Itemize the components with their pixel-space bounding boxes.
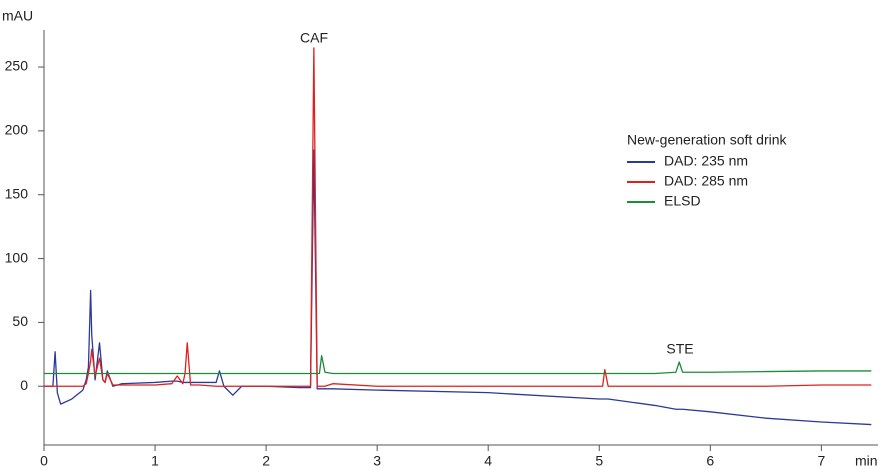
x-tick-label: 3 bbox=[373, 453, 381, 469]
x-tick-label: 2 bbox=[262, 453, 270, 469]
x-tick-label: 6 bbox=[706, 453, 714, 469]
legend-label: DAD: 235 nm bbox=[664, 153, 748, 169]
y-tick-label: 250 bbox=[5, 58, 29, 74]
legend-label: ELSD bbox=[664, 193, 701, 209]
x-axis-label: min bbox=[855, 453, 878, 469]
y-tick-label: 0 bbox=[20, 377, 28, 393]
x-tick-label: 7 bbox=[817, 453, 825, 469]
x-tick-label: 5 bbox=[595, 453, 603, 469]
x-tick-label: 1 bbox=[151, 453, 159, 469]
series-line bbox=[44, 149, 872, 426]
legend-title: New-generation soft drink bbox=[627, 132, 788, 148]
x-tick-label: 4 bbox=[484, 453, 492, 469]
y-tick-label: 200 bbox=[5, 122, 29, 138]
y-tick-label: 100 bbox=[5, 249, 29, 265]
series-line bbox=[44, 47, 872, 387]
legend-label: DAD: 285 nm bbox=[664, 173, 748, 189]
series-line bbox=[44, 354, 872, 375]
y-tick-label: 50 bbox=[12, 313, 28, 329]
x-tick-label: 0 bbox=[40, 453, 48, 469]
y-tick-label: 150 bbox=[5, 185, 29, 201]
y-axis-label: mAU bbox=[2, 8, 33, 24]
annotation: CAF bbox=[300, 30, 328, 46]
annotation: STE bbox=[666, 341, 693, 357]
